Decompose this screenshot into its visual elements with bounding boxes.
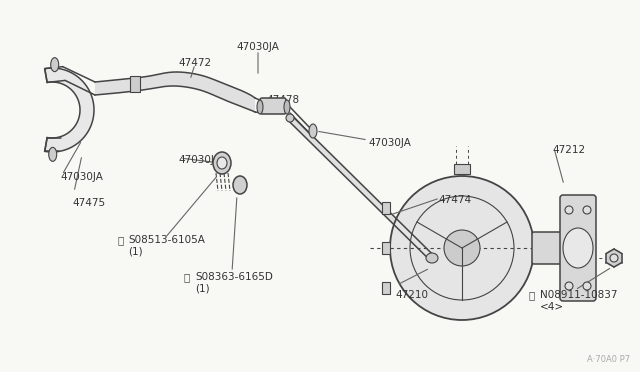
- Ellipse shape: [213, 152, 231, 174]
- Ellipse shape: [51, 58, 59, 72]
- Ellipse shape: [309, 124, 317, 138]
- FancyBboxPatch shape: [382, 242, 390, 254]
- Polygon shape: [45, 68, 94, 152]
- Text: S08363-6165D
(1): S08363-6165D (1): [195, 272, 273, 294]
- Text: 47030JA: 47030JA: [368, 138, 411, 148]
- Text: 47030JA: 47030JA: [237, 42, 280, 52]
- Circle shape: [444, 230, 480, 266]
- Text: 47478: 47478: [266, 95, 300, 105]
- Text: Ⓝ: Ⓝ: [529, 290, 535, 300]
- Circle shape: [605, 249, 623, 267]
- FancyBboxPatch shape: [454, 164, 470, 174]
- Ellipse shape: [49, 147, 57, 161]
- Text: 47474: 47474: [438, 195, 471, 205]
- Ellipse shape: [284, 100, 290, 114]
- FancyBboxPatch shape: [532, 232, 591, 264]
- Text: 47475: 47475: [72, 198, 105, 208]
- Circle shape: [610, 254, 618, 262]
- Polygon shape: [95, 72, 255, 112]
- Circle shape: [583, 206, 591, 214]
- FancyBboxPatch shape: [130, 76, 140, 92]
- Text: 47030J: 47030J: [178, 155, 214, 165]
- Ellipse shape: [217, 157, 227, 169]
- Ellipse shape: [286, 114, 294, 122]
- Text: A·70A0 P7: A·70A0 P7: [587, 355, 630, 364]
- Text: 47030JA: 47030JA: [60, 172, 103, 182]
- Text: 47212: 47212: [552, 145, 585, 155]
- FancyBboxPatch shape: [382, 202, 390, 214]
- Ellipse shape: [233, 176, 247, 194]
- Ellipse shape: [563, 228, 593, 268]
- Polygon shape: [288, 116, 434, 260]
- FancyBboxPatch shape: [560, 195, 596, 301]
- FancyBboxPatch shape: [382, 282, 390, 294]
- Ellipse shape: [257, 100, 263, 114]
- Text: Ⓢ: Ⓢ: [117, 235, 124, 245]
- Text: N08911-10837
<4>: N08911-10837 <4>: [540, 290, 618, 312]
- FancyBboxPatch shape: [260, 98, 286, 114]
- Circle shape: [583, 282, 591, 290]
- Circle shape: [565, 206, 573, 214]
- Text: 47472: 47472: [179, 58, 212, 68]
- Text: Ⓢ: Ⓢ: [184, 272, 190, 282]
- Ellipse shape: [426, 253, 438, 263]
- Text: 47210: 47210: [395, 290, 428, 300]
- Circle shape: [565, 282, 573, 290]
- Circle shape: [390, 176, 534, 320]
- Text: S08513-6105A
(1): S08513-6105A (1): [128, 235, 205, 257]
